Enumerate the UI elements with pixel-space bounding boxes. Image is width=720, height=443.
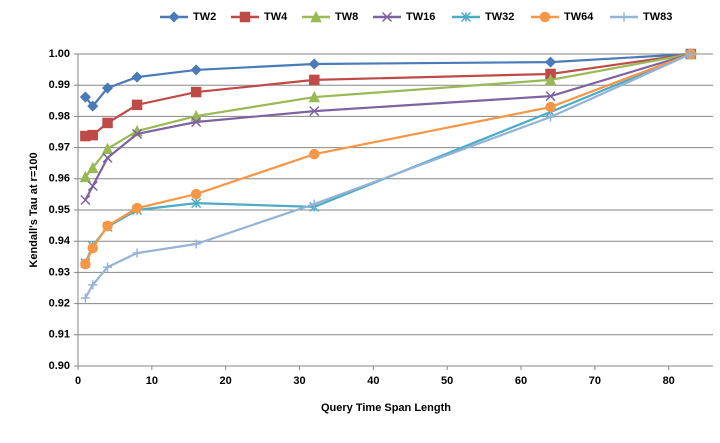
x-tick-label: 20 [220,375,232,387]
marker [619,12,629,22]
x-tick-label: 80 [663,375,675,387]
marker [87,100,99,112]
x-tick-label: 70 [589,375,601,387]
y-tick-label: 0.91 [49,329,70,341]
marker [239,11,251,23]
marker [131,71,143,83]
marker [87,242,99,254]
series-line [84,52,692,201]
marker [88,280,98,290]
marker [190,64,202,76]
marker [309,148,320,160]
marker [310,10,322,23]
marker [87,161,99,174]
series-line [84,52,692,178]
x-tick-label: 10 [146,375,158,387]
x-axis-title: Query Time Span Length [321,402,451,414]
marker [87,129,99,141]
y-tick-label: 1.00 [49,48,70,60]
marker [131,99,143,111]
marker [131,202,143,214]
marker [190,188,202,200]
legend-label: TW4 [264,11,288,23]
x-tick-label: 0 [75,375,81,387]
x-tick-label: 60 [515,375,527,387]
y-tick-label: 0.92 [49,298,70,310]
marker [545,101,556,113]
marker [79,91,91,103]
y-tick-label: 0.95 [49,204,70,216]
marker [79,170,92,183]
x-tick-label: 50 [441,375,453,387]
legend-label: TW2 [193,11,216,23]
marker [545,91,556,102]
y-tick-label: 0.90 [49,360,70,372]
legend-label: TW8 [335,11,358,23]
marker [544,73,557,86]
series-line [84,52,692,299]
y-tick-label: 0.96 [49,173,70,185]
marker [308,58,320,70]
marker [80,194,91,206]
y-tick-label: 0.97 [49,142,70,154]
marker [309,74,320,86]
marker [546,112,556,122]
legend-label: TW64 [564,11,594,23]
y-tick-label: 0.99 [49,79,70,91]
marker [381,11,393,23]
y-axis-title: Kendall's Tau at r=100 [28,152,40,267]
marker [102,117,113,129]
marker [168,11,180,23]
marker [101,142,114,155]
marker [132,248,142,258]
y-tick-label: 0.98 [49,110,70,122]
y-tick-label: 0.94 [49,235,71,247]
marker [102,152,113,163]
marker [539,11,551,23]
marker [309,106,320,117]
legend-label: TW32 [485,11,514,23]
series-line [84,52,691,108]
marker [103,262,113,272]
marker [686,49,696,59]
legend-label: TW16 [406,11,435,23]
legend-label: TW83 [643,11,672,23]
marker [191,198,202,209]
marker [132,128,143,139]
marker [80,258,91,270]
marker [308,90,320,103]
marker [544,56,557,68]
marker [460,11,472,23]
x-tick-label: 40 [367,375,379,387]
x-tick-label: 30 [293,375,305,387]
marker [190,86,202,98]
marker [190,109,202,122]
marker [87,180,98,192]
marker [309,199,319,209]
marker [80,293,90,303]
marker [102,220,113,232]
y-tick-label: 0.93 [49,266,70,278]
marker [191,116,202,128]
marker [191,239,201,249]
marker [101,82,114,94]
